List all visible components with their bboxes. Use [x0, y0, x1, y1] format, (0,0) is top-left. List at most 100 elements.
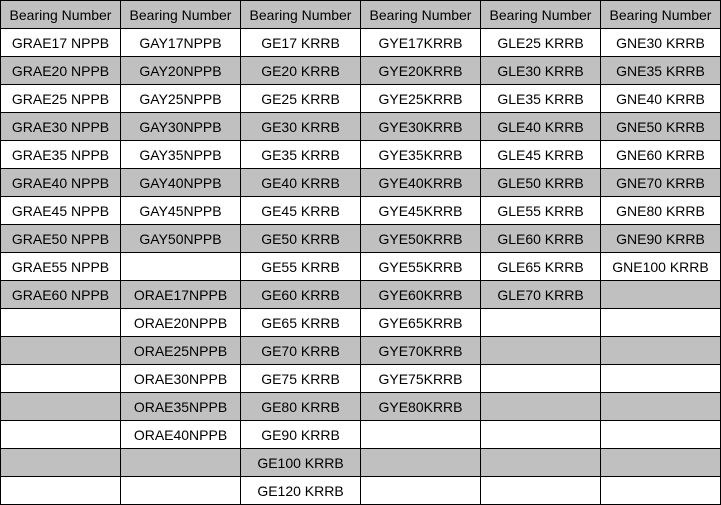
table-cell: GNE100 KRRB: [600, 252, 721, 281]
column-header: Bearing Number: [120, 0, 241, 29]
table-cell: GLE35 KRRB: [480, 84, 601, 113]
table-cell: ORAE25NPPB: [120, 336, 241, 365]
table-row: GRAE17 NPPB GAY17NPPB GE17 KRRB GYE17KRRB GL…: [0, 28, 721, 57]
table-cell: GNE50 KRRB: [600, 112, 721, 141]
table-row: GRAE30 NPPB GAY30NPPB GE30 KRRB GYE30KRRB GL…: [0, 112, 721, 141]
table-row: GRAE50 NPPB GAY50NPPB GE50 KRRB GYE50KRRB GL…: [0, 224, 721, 253]
table-cell: [600, 392, 721, 421]
table-cell: GNE90 KRRB: [600, 224, 721, 253]
table-cell: GE120 KRRB: [240, 476, 361, 505]
table-cell: [600, 308, 721, 337]
table-cell: GAY17NPPB: [120, 28, 241, 57]
table-row: GRAE35 NPPB GAY35NPPB GE35 KRRB GYE35KRRB GL…: [0, 140, 721, 169]
table-cell: GLE45 KRRB: [480, 140, 601, 169]
table-cell: GRAE25 NPPB: [0, 84, 121, 113]
table-cell: GRAE50 NPPB: [0, 224, 121, 253]
table-cell: GYE20KRRB: [360, 56, 481, 85]
table-cell: GE60 KRRB: [240, 280, 361, 309]
table-cell: GRAE55 NPPB: [0, 252, 121, 281]
header-row: Bearing Number Bearing Number Bearing Numb…: [0, 0, 721, 29]
table-cell: GE50 KRRB: [240, 224, 361, 253]
table-cell: GE35 KRRB: [240, 140, 361, 169]
table-cell: GYE25KRRB: [360, 84, 481, 113]
table-cell: [360, 448, 481, 477]
table-cell: GYE45KRRB: [360, 196, 481, 225]
table-cell: GE100 KRRB: [240, 448, 361, 477]
table-cell: ORAE35NPPB: [120, 392, 241, 421]
table-cell: [480, 336, 601, 365]
table-cell: GYE40KRRB: [360, 168, 481, 197]
table-cell: [480, 448, 601, 477]
table-cell: [0, 420, 121, 449]
table-cell: GRAE17 NPPB: [0, 28, 121, 57]
table-cell: [480, 420, 601, 449]
table-cell: GYE55KRRB: [360, 252, 481, 281]
table-cell: GNE30 KRRB: [600, 28, 721, 57]
table-cell: GYE65KRRB: [360, 308, 481, 337]
table-cell: GNE60 KRRB: [600, 140, 721, 169]
table-row: GRAE60 NPPB ORAE17NPPB GE60 KRRB GYE60KRRB G…: [0, 280, 721, 309]
table-row: ORAE35NPPB GE80 KRRB GYE80KRRB: [0, 392, 721, 421]
table-cell: GNE35 KRRB: [600, 56, 721, 85]
table-cell: [120, 476, 241, 505]
table-cell: [600, 448, 721, 477]
table-cell: GRAE20 NPPB: [0, 56, 121, 85]
table-cell: GLE70 KRRB: [480, 280, 601, 309]
table-cell: [0, 308, 121, 337]
table-cell: GAY25NPPB: [120, 84, 241, 113]
table-cell: GAY45NPPB: [120, 196, 241, 225]
table-cell: [600, 336, 721, 365]
table-row: ORAE25NPPB GE70 KRRB GYE70KRRB: [0, 336, 721, 365]
table-cell: GLE65 KRRB: [480, 252, 601, 281]
table-cell: GYE75KRRB: [360, 364, 481, 393]
table-cell: ORAE30NPPB: [120, 364, 241, 393]
table-cell: GYE50KRRB: [360, 224, 481, 253]
table-cell: GNE80 KRRB: [600, 196, 721, 225]
table-cell: GYE60KRRB: [360, 280, 481, 309]
table-cell: [120, 448, 241, 477]
table-cell: GRAE35 NPPB: [0, 140, 121, 169]
table-cell: GRAE45 NPPB: [0, 196, 121, 225]
table-row: ORAE30NPPB GE75 KRRB GYE75KRRB: [0, 364, 721, 393]
table-cell: GYE17KRRB: [360, 28, 481, 57]
table-cell: [480, 476, 601, 505]
table-cell: GAY35NPPB: [120, 140, 241, 169]
table-cell: GAY30NPPB: [120, 112, 241, 141]
table-row: GRAE45 NPPB GAY45NPPB GE45 KRRB GYE45KRRB GL…: [0, 196, 721, 225]
table-cell: [600, 280, 721, 309]
table-row: GE120 KRRB: [0, 476, 721, 505]
table-cell: GNE40 KRRB: [600, 84, 721, 113]
table-cell: ORAE40NPPB: [120, 420, 241, 449]
table-cell: GYE70KRRB: [360, 336, 481, 365]
table-row: ORAE20NPPB GE65 KRRB GYE65KRRB: [0, 308, 721, 337]
table-cell: GRAE30 NPPB: [0, 112, 121, 141]
table-cell: [480, 308, 601, 337]
table-cell: [360, 420, 481, 449]
column-header: Bearing Number: [360, 0, 481, 29]
table-row: GRAE25 NPPB GAY25NPPB GE25 KRRB GYE25KRRB GL…: [0, 84, 721, 113]
table-cell: GYE30KRRB: [360, 112, 481, 141]
table-cell: [600, 420, 721, 449]
table-cell: [600, 476, 721, 505]
table-cell: [0, 392, 121, 421]
table-row: GRAE40 NPPB GAY40NPPB GE40 KRRB GYE40KRRB GL…: [0, 168, 721, 197]
table-cell: GLE60 KRRB: [480, 224, 601, 253]
table-cell: GLE50 KRRB: [480, 168, 601, 197]
table-cell: [360, 476, 481, 505]
table-cell: GE17 KRRB: [240, 28, 361, 57]
table-cell: GAY40NPPB: [120, 168, 241, 197]
table-row: GRAE55 NPPB GE55 KRRB GYE55KRRB GLE65 KRRB G…: [0, 252, 721, 281]
column-header: Bearing Number: [480, 0, 601, 29]
table-cell: GE20 KRRB: [240, 56, 361, 85]
table-cell: GE80 KRRB: [240, 392, 361, 421]
table-cell: ORAE17NPPB: [120, 280, 241, 309]
table-cell: [480, 392, 601, 421]
table-cell: [600, 364, 721, 393]
table-cell: GYE80KRRB: [360, 392, 481, 421]
column-header: Bearing Number: [600, 0, 721, 29]
table-cell: GE45 KRRB: [240, 196, 361, 225]
table-cell: GE75 KRRB: [240, 364, 361, 393]
table-cell: GE65 KRRB: [240, 308, 361, 337]
column-header: Bearing Number: [240, 0, 361, 29]
table-cell: [0, 336, 121, 365]
